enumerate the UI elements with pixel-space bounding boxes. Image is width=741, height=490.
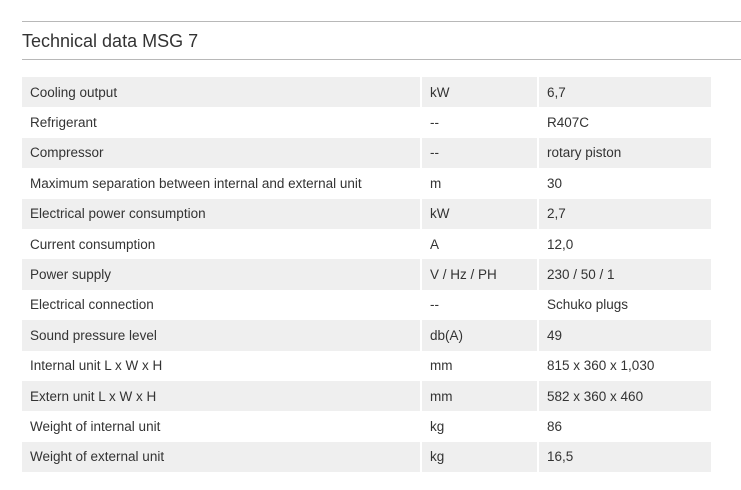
- row-value: 6,7: [539, 77, 711, 108]
- row-unit: db(A): [422, 320, 537, 351]
- table-row: Cooling output kW 6,7: [22, 77, 711, 108]
- row-value: 49: [539, 320, 711, 351]
- row-unit: kg: [422, 441, 537, 473]
- row-label: Refrigerant: [30, 115, 97, 131]
- row-unit: kg: [430, 418, 445, 434]
- row-label: Compressor: [22, 137, 420, 169]
- row-label: Internal unit L x W x H: [30, 358, 163, 374]
- title-divider: [22, 59, 741, 60]
- row-unit: A: [430, 236, 440, 252]
- row-value: 12,0: [547, 236, 574, 252]
- row-label: Weight of external unit: [22, 441, 420, 473]
- row-unit: --: [430, 115, 439, 131]
- row-unit: V / Hz / PH: [422, 259, 537, 290]
- row-unit: mm: [422, 380, 537, 412]
- technical-data-table: Cooling output kW 6,7 Refrigerant -- R407C Com…: [20, 77, 713, 473]
- row-value: 815 x 360 x 1,030: [547, 358, 655, 374]
- row-label: Electrical power consumption: [22, 198, 420, 229]
- table-row: Electrical power consumption kW 2,7: [22, 198, 711, 229]
- row-label: Cooling output: [22, 77, 420, 108]
- row-value: 16,5: [539, 441, 711, 473]
- row-label: Weight of internal unit: [30, 418, 161, 434]
- page-title: Technical data MSG 7: [22, 31, 199, 51]
- row-value: 30: [547, 175, 563, 191]
- table-row: Power supply V / Hz / PH 230 / 50 / 1: [22, 259, 711, 290]
- row-label: Electrical connection: [30, 297, 154, 313]
- table-row: Current consumption A 12,0: [22, 229, 711, 259]
- row-value: Schuko plugs: [547, 297, 629, 313]
- row-label: Current consumption: [30, 236, 156, 252]
- row-unit: --: [422, 137, 537, 169]
- table-row: Maximum separation between internal and …: [22, 168, 711, 198]
- row-value: 2,7: [539, 198, 711, 229]
- row-value: R407C: [547, 115, 590, 131]
- row-value: 86: [547, 418, 563, 434]
- row-unit: m: [430, 175, 442, 191]
- row-unit: --: [430, 297, 439, 313]
- technical-data-table-body: Cooling output kW 6,7 Refrigerant -- R407C Com…: [22, 77, 711, 473]
- row-unit: mm: [430, 358, 453, 374]
- row-value: 230 / 50 / 1: [539, 259, 711, 290]
- row-label: Maximum separation between internal and …: [30, 175, 362, 191]
- table-row: Sound pressure level db(A) 49: [22, 320, 711, 351]
- table-row: Internal unit L x W x H mm 815 x 360 x 1,0…: [22, 351, 711, 381]
- row-unit: kW: [422, 77, 537, 108]
- top-divider: [22, 21, 741, 22]
- row-unit: kW: [422, 198, 537, 229]
- row-label: Power supply: [22, 259, 420, 290]
- table-row: Electrical connection -- Schuko plugs: [22, 290, 711, 320]
- row-label: Extern unit L x W x H: [22, 380, 420, 412]
- table-row: Refrigerant -- R407C: [22, 107, 711, 137]
- row-value: rotary piston: [539, 137, 711, 169]
- row-label: Sound pressure level: [22, 320, 420, 351]
- table-row: Compressor -- rotary piston: [22, 137, 711, 169]
- table-row: Weight of internal unit kg 86: [22, 411, 711, 441]
- table-row: Weight of external unit kg 16,5: [22, 441, 711, 473]
- row-value: 582 x 360 x 460: [539, 380, 711, 412]
